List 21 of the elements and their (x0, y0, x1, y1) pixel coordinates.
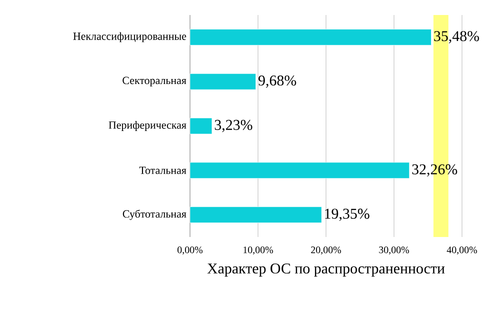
y-tick-label: Секторальная (122, 76, 186, 86)
x-tick-label: 30,00% (379, 246, 410, 255)
data-label: 19,35% (325, 208, 370, 221)
bar (190, 162, 410, 179)
data-label: 32,26% (412, 164, 458, 177)
data-label: 35,48% (434, 31, 480, 44)
y-tick-label: Периферическая (108, 121, 186, 131)
y-tick-label: Неклассифицированные (73, 32, 186, 42)
x-axis-title: Характер ОС по распространенности (207, 264, 445, 277)
x-tick-label: 0,00% (178, 246, 203, 255)
bar (190, 73, 256, 90)
x-tick-label: 20,00% (311, 246, 342, 255)
y-tick-label: Субтотальная (122, 210, 186, 220)
bar (190, 118, 212, 134)
data-label: 9,68% (258, 75, 296, 88)
y-tick-label: Тотальная (139, 166, 186, 174)
bar (190, 206, 322, 223)
x-tick-label: 10,00% (244, 246, 274, 255)
bar (190, 29, 432, 46)
x-tick-label: 40,00% (446, 246, 478, 255)
data-label: 3,23% (214, 120, 252, 132)
